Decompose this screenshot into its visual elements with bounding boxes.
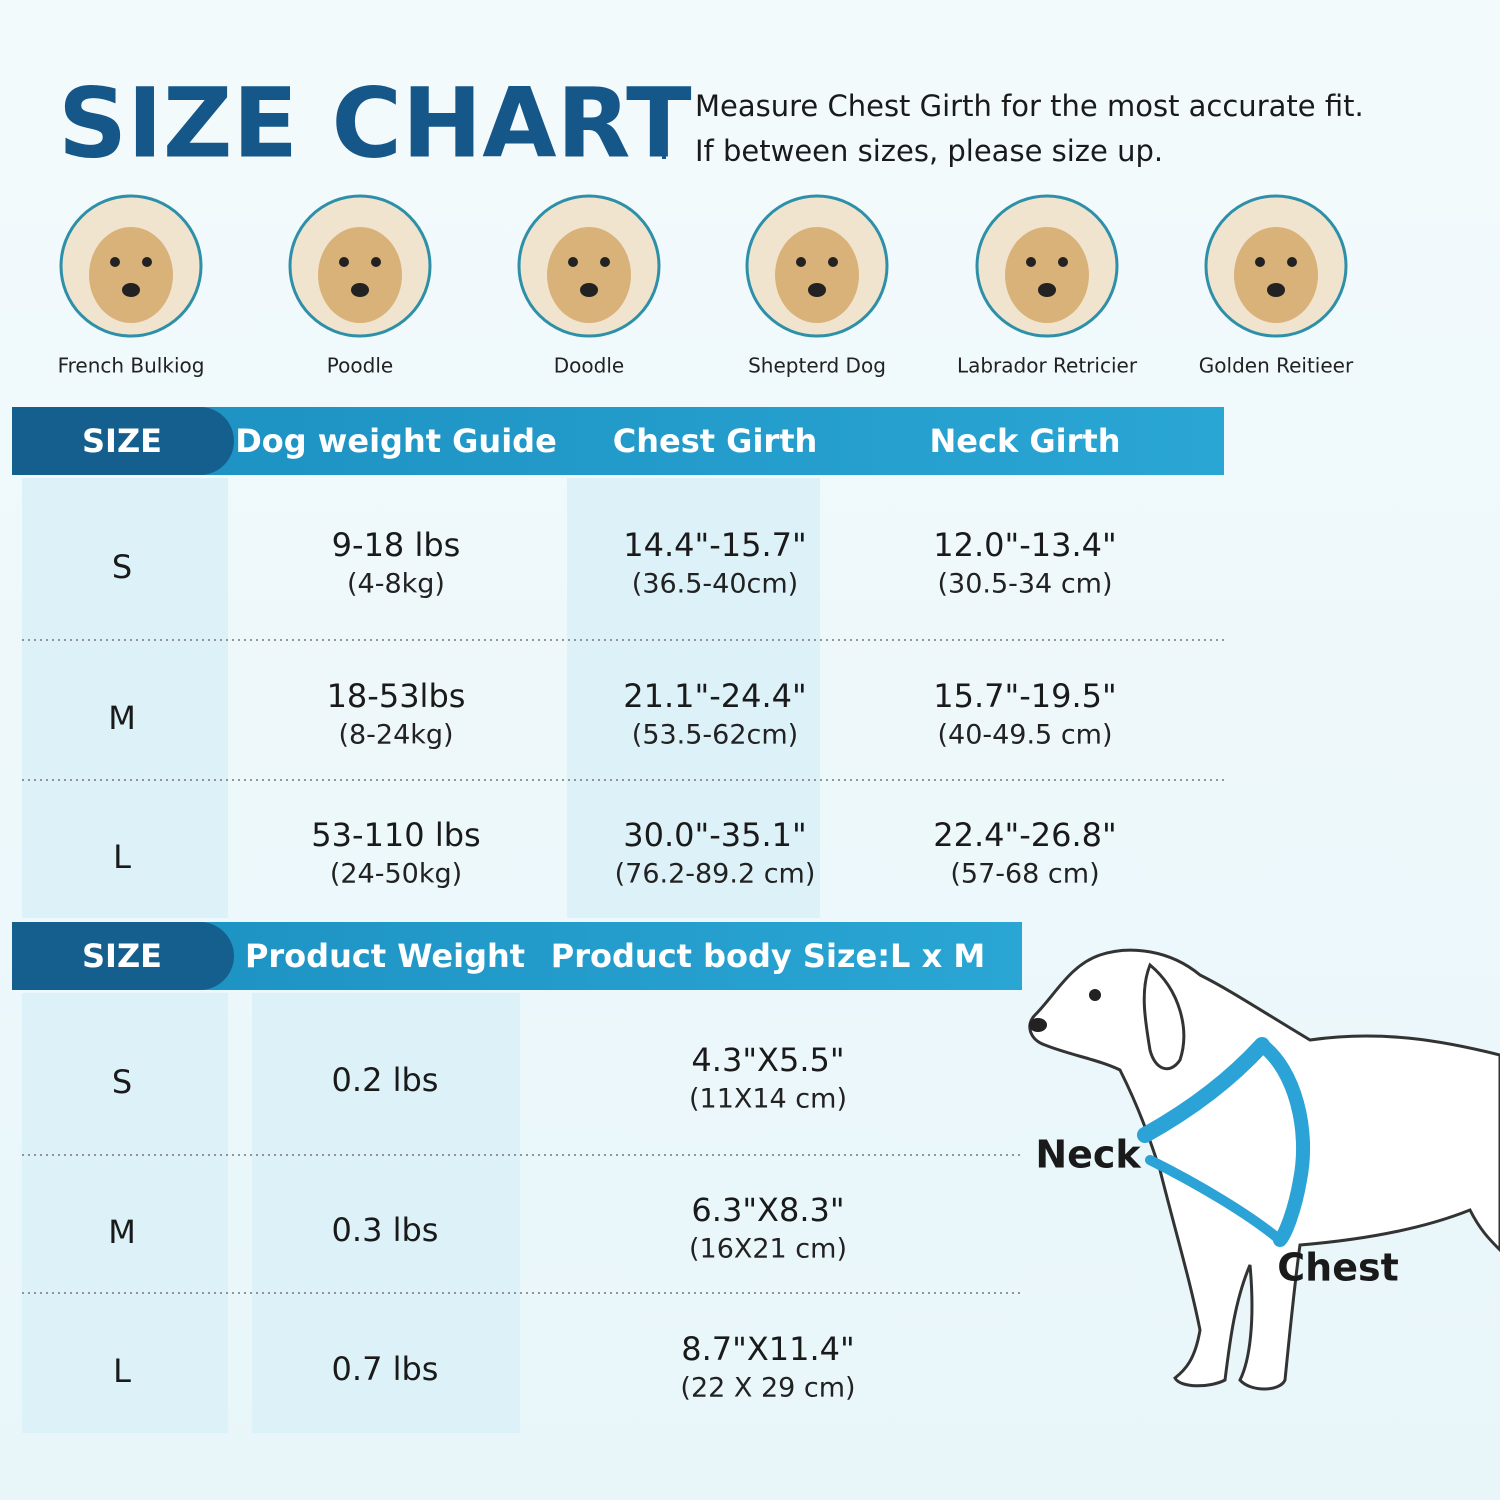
cell-main: 9-18 lbs xyxy=(332,526,461,564)
chest-label: Chest xyxy=(1277,1246,1399,1290)
cell-main: 8.7"X11.4" xyxy=(681,1330,855,1368)
breed-eye xyxy=(568,257,578,267)
breed-nose xyxy=(351,283,369,297)
cell-main: 53-110 lbs xyxy=(311,816,480,854)
cell-main: 30.0"-35.1" xyxy=(623,816,806,854)
column-stripe xyxy=(22,993,228,1433)
size-cell: S xyxy=(112,1063,132,1101)
header-cell: Product Weight xyxy=(245,937,525,975)
cell-sub: (36.5-40cm) xyxy=(632,569,798,600)
cell-sub: (8-24kg) xyxy=(338,720,453,751)
breed-nose xyxy=(1267,283,1285,297)
header-cell: Dog weight Guide xyxy=(235,422,557,460)
cell-main: 18-53lbs xyxy=(327,677,466,715)
neck-label: Neck xyxy=(1035,1133,1141,1177)
cell: 0.3 lbs xyxy=(332,1211,439,1249)
breed-face xyxy=(1005,227,1089,323)
cell-main: 4.3"X5.5" xyxy=(691,1041,844,1079)
column-stripe xyxy=(22,478,228,918)
breed-face xyxy=(775,227,859,323)
header-size-cell xyxy=(12,407,234,475)
cell-sub: (22 X 29 cm) xyxy=(680,1373,855,1404)
cell-sub: (16X21 cm) xyxy=(689,1234,847,1265)
breed-face xyxy=(547,227,631,323)
breed-eye xyxy=(1287,257,1297,267)
size-cell: L xyxy=(113,1352,131,1390)
breed-label: Labrador Retricier xyxy=(957,354,1138,378)
breed-eye xyxy=(339,257,349,267)
size-cell: L xyxy=(113,838,131,876)
breed-face xyxy=(89,227,173,323)
cell-sub: (57-68 cm) xyxy=(950,859,1099,890)
column-stripe xyxy=(567,478,820,918)
cell-sub: (24-50kg) xyxy=(330,859,462,890)
size-cell: M xyxy=(108,699,136,737)
breed-label: Poodle xyxy=(327,354,393,378)
breed-nose xyxy=(808,283,826,297)
cell-sub: (53.5-62cm) xyxy=(632,720,798,751)
subtitle: If between sizes, please size up. xyxy=(695,134,1163,168)
breed-label: French Bulkiog xyxy=(58,354,205,378)
header-cell: Product body Size:L x M xyxy=(551,937,985,975)
size-cell: S xyxy=(112,548,132,586)
cell-main: 14.4"-15.7" xyxy=(623,526,806,564)
breed-nose xyxy=(580,283,598,297)
breed-nose xyxy=(122,283,140,297)
breed-eye xyxy=(600,257,610,267)
title: SIZE CHART xyxy=(58,67,692,179)
cell-main: 15.7"-19.5" xyxy=(933,677,1116,715)
divider xyxy=(662,95,666,159)
cell-main: 22.4"-26.8" xyxy=(933,816,1116,854)
header-cell: Neck Girth xyxy=(930,422,1121,460)
cell-sub: (30.5-34 cm) xyxy=(937,569,1112,600)
breed-label: Shepterd Dog xyxy=(748,354,886,378)
breed-label: Golden Reitieer xyxy=(1199,354,1354,378)
breed-face xyxy=(1234,227,1318,323)
breed-eye xyxy=(110,257,120,267)
breed-eye xyxy=(142,257,152,267)
cell-main: 12.0"-13.4" xyxy=(933,526,1116,564)
cell-sub: (40-49.5 cm) xyxy=(937,720,1112,751)
breed-eye xyxy=(796,257,806,267)
cell-main: 6.3"X8.3" xyxy=(691,1191,844,1229)
breed-face xyxy=(318,227,402,323)
column-stripe xyxy=(252,993,520,1433)
breed-label: Doodle xyxy=(554,354,624,378)
size-cell: M xyxy=(108,1213,136,1251)
breed-eye xyxy=(1255,257,1265,267)
breed-eye xyxy=(371,257,381,267)
header-cell: Chest Girth xyxy=(613,422,818,460)
header-cell: SIZE xyxy=(82,937,162,975)
subtitle: Measure Chest Girth for the most accurat… xyxy=(695,89,1364,123)
breed-eye xyxy=(1026,257,1036,267)
cell-sub: (76.2-89.2 cm) xyxy=(615,859,816,890)
dog-diagram xyxy=(1028,948,1500,1391)
cell: 0.2 lbs xyxy=(332,1061,439,1099)
breed-eye xyxy=(1058,257,1068,267)
breed-nose xyxy=(1038,283,1056,297)
header-cell: SIZE xyxy=(82,422,162,460)
cell: 0.7 lbs xyxy=(332,1350,439,1388)
cell-sub: (11X14 cm) xyxy=(689,1084,847,1115)
cell-sub: (4-8kg) xyxy=(347,569,445,600)
header-size-cell xyxy=(12,922,234,990)
breed-eye xyxy=(828,257,838,267)
cell-main: 21.1"-24.4" xyxy=(623,677,806,715)
